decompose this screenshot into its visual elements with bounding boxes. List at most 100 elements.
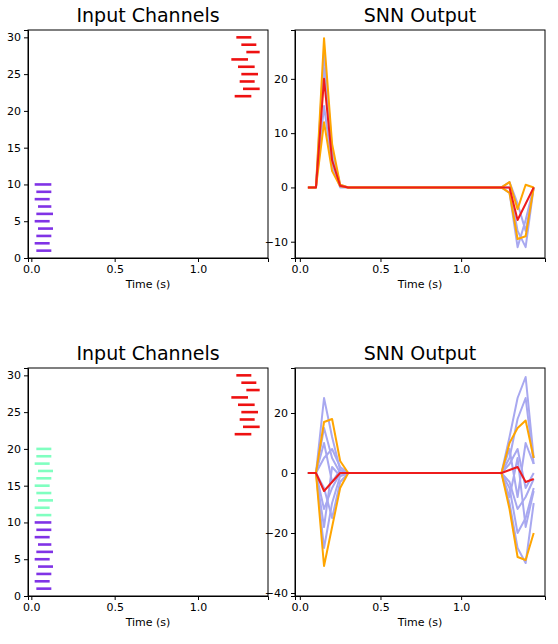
tick-label: 0.5: [106, 263, 124, 276]
tick-mark: [291, 473, 295, 474]
y-axis: −1001020: [265, 31, 296, 259]
panel: 0.00.51.0−1001020SNN OutputTime (s): [265, 4, 546, 291]
tick-mark: [24, 449, 28, 450]
tick-label: 15: [7, 142, 21, 155]
spike: [36, 477, 51, 480]
frame: [295, 30, 545, 258]
tick-label: 0.5: [372, 601, 390, 614]
tick-label: 10: [274, 127, 288, 140]
tick: 5: [14, 553, 28, 566]
tick: 5: [14, 215, 28, 228]
x-axis-label: Time (s): [397, 616, 443, 629]
tick-label: −10: [265, 236, 288, 249]
tick-label: 0: [14, 252, 21, 265]
tick-label: 1.0: [190, 263, 208, 276]
tick: −40: [265, 587, 295, 600]
spike: [236, 36, 251, 39]
spike: [231, 396, 248, 399]
tick: 15: [7, 142, 28, 155]
tick-mark: [115, 258, 116, 262]
spike: [36, 573, 51, 576]
series-line: [308, 52, 534, 247]
y-axis-line: [291, 369, 296, 597]
x-axis: 0.00.51.0: [23, 596, 268, 614]
spike: [35, 183, 52, 186]
tick: 0.5: [106, 258, 124, 276]
tick: 0.5: [106, 596, 124, 614]
spike: [38, 227, 53, 230]
series-line: [308, 79, 534, 220]
x-axis: 0.00.51.0: [292, 596, 546, 614]
tick-mark: [24, 111, 28, 112]
spike: [238, 403, 255, 406]
tick-label: 0.5: [372, 263, 390, 276]
series-line: [308, 458, 534, 527]
tick-mark: [291, 79, 295, 80]
tick-label: 5: [14, 553, 21, 566]
series-line: [308, 443, 534, 497]
spike: [36, 191, 51, 194]
tick-label: 15: [7, 480, 21, 493]
tick-label: 1.0: [190, 601, 208, 614]
tick: 30: [7, 369, 28, 382]
title: SNN Output: [364, 342, 477, 364]
x-axis-line: [296, 259, 546, 263]
spike: [38, 543, 51, 546]
spike: [35, 536, 50, 539]
tick-mark: [461, 596, 462, 600]
series-line: [308, 106, 534, 231]
tick-mark: [24, 559, 28, 560]
tick-label: 1.0: [453, 263, 471, 276]
tick: 20: [7, 105, 28, 118]
tick: 0: [281, 181, 295, 194]
tick-mark: [198, 596, 199, 600]
tick-mark: [24, 596, 28, 597]
spike: [240, 418, 255, 421]
spike: [240, 80, 255, 83]
tick-mark: [24, 522, 28, 523]
spike: [231, 58, 248, 61]
tick-mark: [380, 258, 381, 262]
panel: 0.00.51.0051015202530Input ChannelsTime …: [7, 342, 269, 629]
tick-mark: [115, 596, 116, 600]
spike: [35, 580, 50, 583]
tick-label: 0.0: [23, 263, 41, 276]
frame: [28, 368, 268, 596]
tick: 0: [14, 590, 28, 603]
series-line: [308, 419, 534, 473]
tick-label: 0: [14, 590, 21, 603]
plot-area: [308, 38, 534, 247]
tick-mark: [24, 221, 28, 222]
spike: [243, 426, 260, 429]
tick: 10: [7, 516, 28, 529]
tick-mark: [31, 258, 32, 262]
spike: [38, 205, 51, 208]
spike: [235, 433, 252, 436]
spike: [36, 455, 51, 458]
tick-mark: [291, 413, 295, 414]
tick-label: −20: [265, 527, 288, 540]
spike: [36, 514, 51, 517]
spike: [38, 499, 53, 502]
series-line: [308, 38, 534, 209]
spike: [35, 462, 50, 465]
title: Input Channels: [76, 342, 219, 364]
tick: 1.0: [190, 596, 208, 614]
tick: 25: [7, 406, 28, 419]
tick-mark: [24, 375, 28, 376]
tick-mark: [291, 533, 295, 534]
tick: 1.0: [190, 258, 208, 276]
spike: [38, 470, 53, 473]
tick: 20: [274, 407, 295, 420]
series-line: [308, 68, 534, 247]
figure: 0.00.51.0051015202530Input ChannelsTime …: [0, 0, 558, 644]
tick: 0: [14, 252, 28, 265]
y-axis-line: [291, 31, 296, 259]
tick-mark: [291, 133, 295, 134]
tick-label: 0: [281, 181, 288, 194]
series-line: [308, 449, 534, 488]
x-axis-line: [29, 259, 269, 263]
y-axis: −40−20020: [265, 369, 296, 601]
y-axis: 051015202530: [7, 369, 29, 604]
tick-mark: [300, 596, 301, 600]
